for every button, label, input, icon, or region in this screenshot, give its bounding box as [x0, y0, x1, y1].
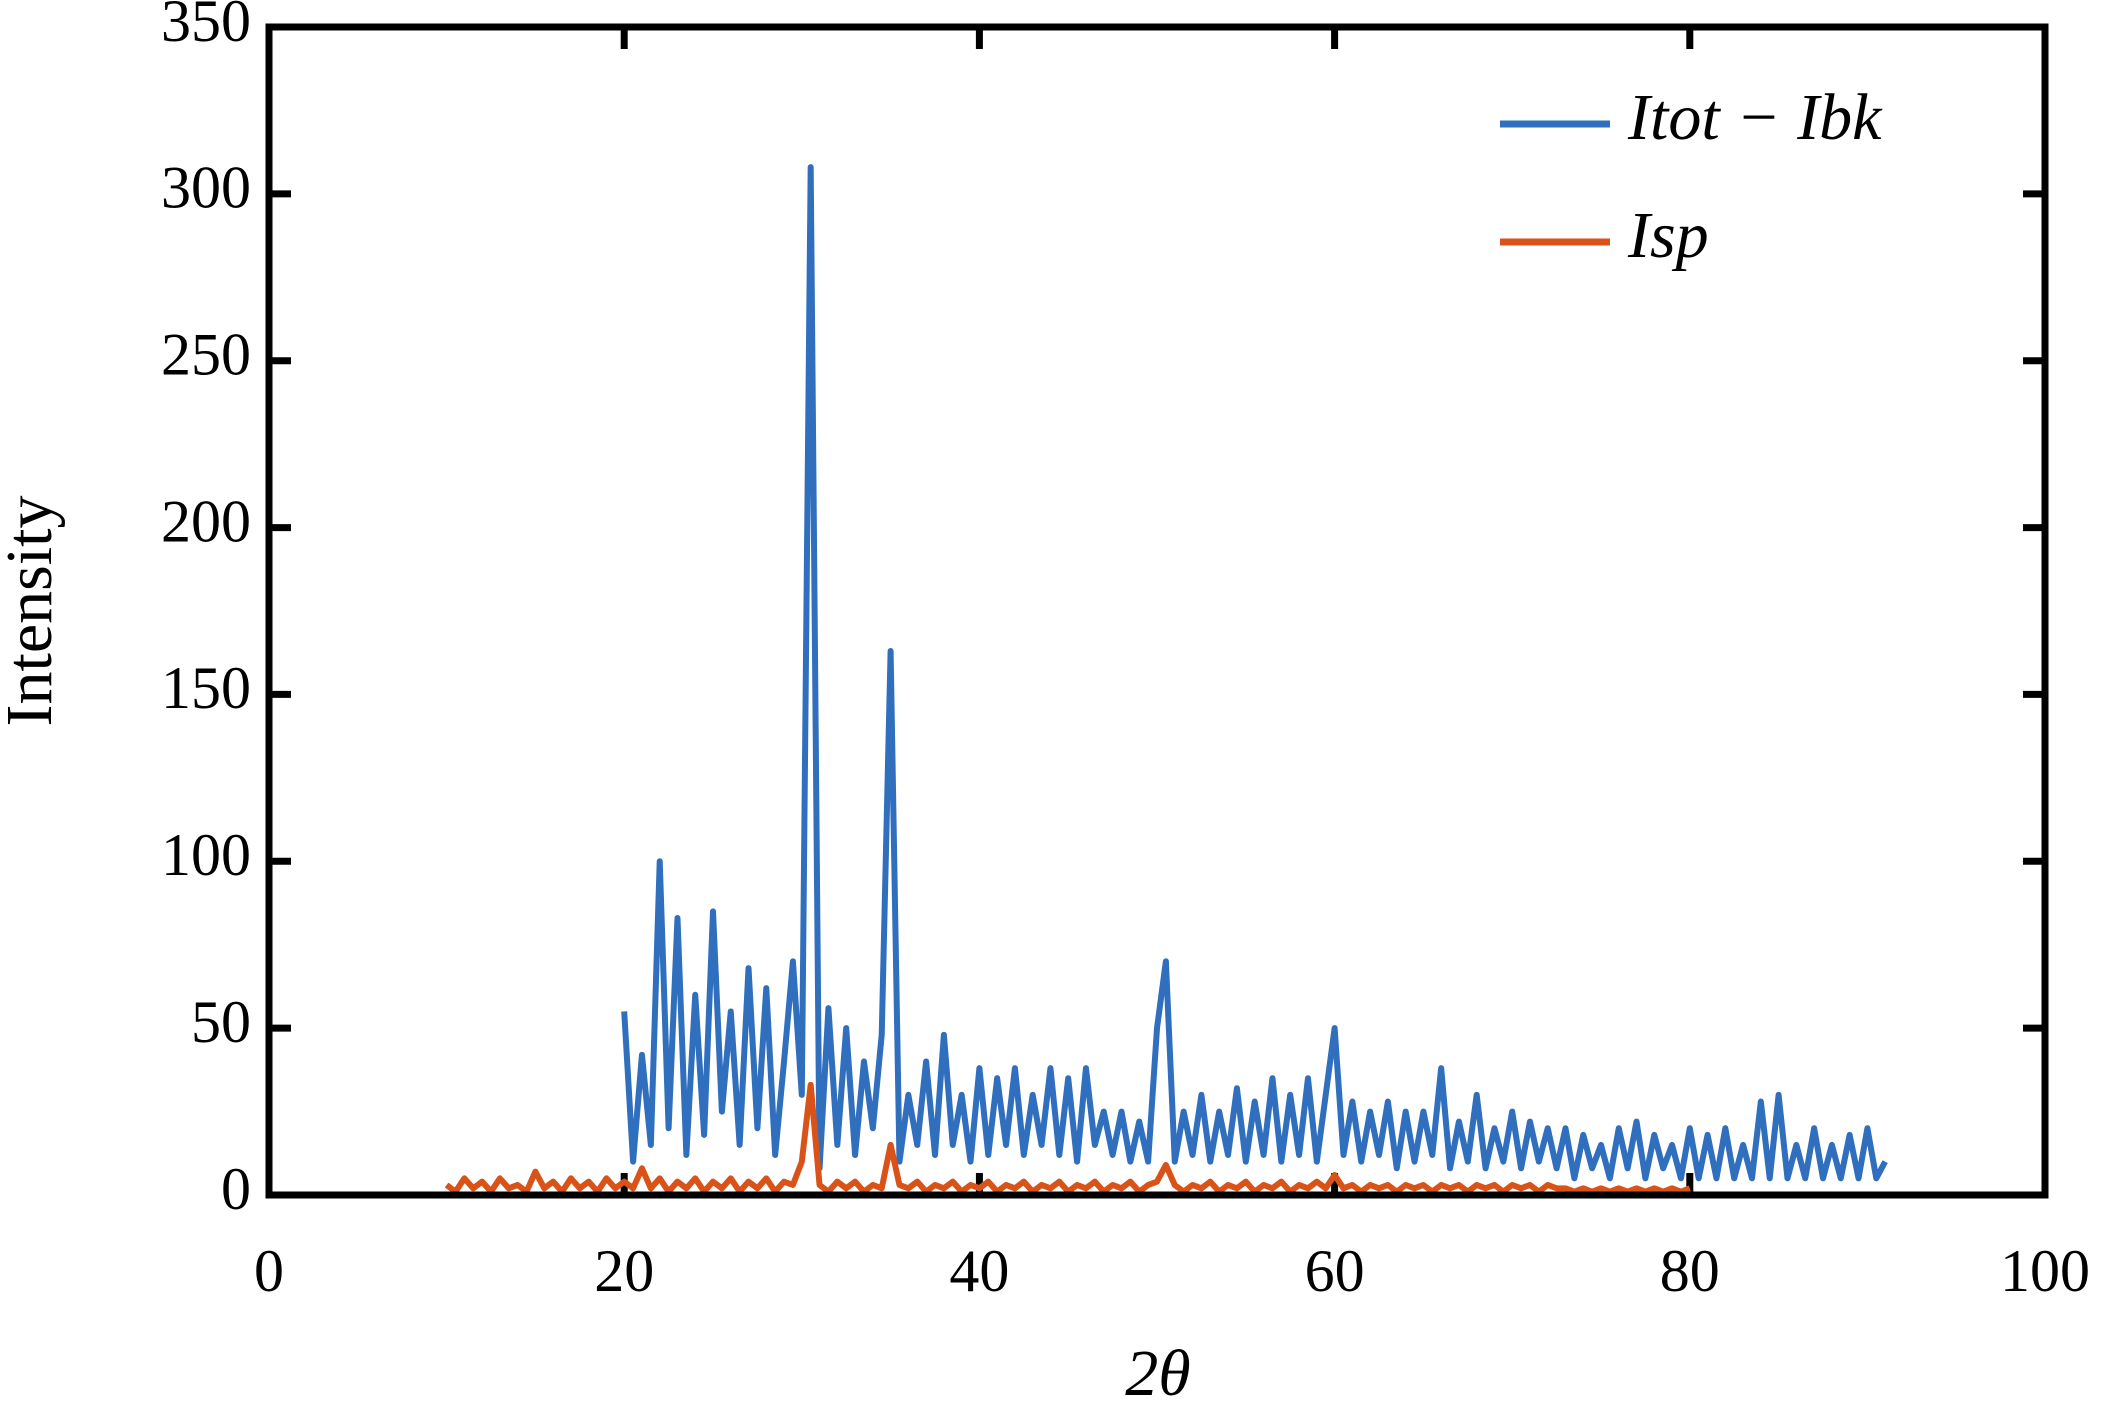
- x-tick-label: 0: [254, 1238, 284, 1304]
- y-tick-label: 50: [191, 989, 251, 1055]
- y-tick-label: 200: [161, 488, 251, 554]
- y-tick-label: 0: [221, 1156, 251, 1222]
- x-tick-label: 40: [949, 1238, 1009, 1304]
- x-tick-label: 100: [2000, 1238, 2090, 1304]
- y-tick-label: 100: [161, 822, 251, 888]
- x-tick-label: 20: [594, 1238, 654, 1304]
- data-line: [621, 164, 1888, 1182]
- y-tick-label: 350: [161, 0, 251, 54]
- legend-label: Isp: [1627, 199, 1709, 272]
- x-tick-label: 60: [1305, 1238, 1365, 1304]
- y-tick-label: 250: [161, 321, 251, 387]
- plot-frame: [265, 23, 2049, 1199]
- y-tick-label: 150: [161, 655, 251, 721]
- y-tick-label: 300: [161, 155, 251, 221]
- x-tick-label: 80: [1660, 1238, 1720, 1304]
- legend-label: Itot − Ibk: [1627, 81, 1883, 154]
- y-axis-label: Intensity: [0, 496, 66, 727]
- x-axis-label: 2θ: [1125, 1337, 1190, 1410]
